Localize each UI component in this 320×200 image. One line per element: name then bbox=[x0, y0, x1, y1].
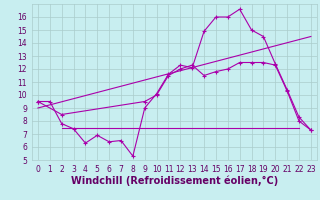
X-axis label: Windchill (Refroidissement éolien,°C): Windchill (Refroidissement éolien,°C) bbox=[71, 175, 278, 186]
